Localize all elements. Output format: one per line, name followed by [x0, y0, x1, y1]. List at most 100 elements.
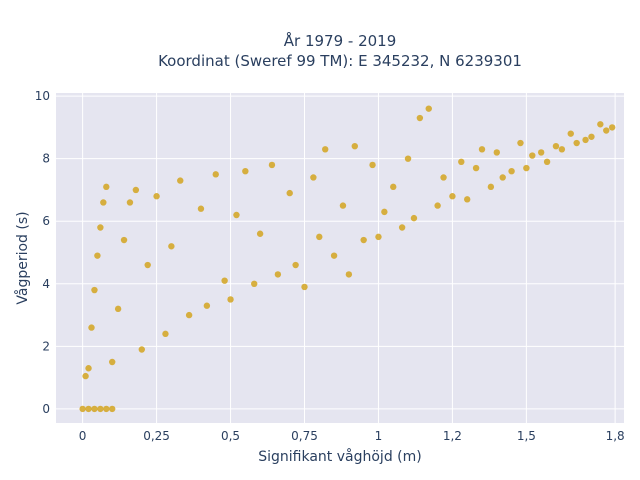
scatter-point [351, 142, 358, 150]
x-tick-label: 1 [375, 429, 383, 443]
scatter-point [286, 189, 293, 197]
x-axis-title: Signifikant våghöjd (m) [258, 448, 421, 465]
scatter-point [434, 202, 441, 209]
scatter-point [410, 214, 418, 222]
scatter-point [126, 199, 134, 206]
scatter-point [330, 252, 338, 259]
scatter-point [478, 146, 486, 153]
scatter-point [567, 130, 574, 137]
y-tick-label: 4 [42, 277, 50, 291]
y-tick-label: 10 [35, 89, 50, 103]
scatter-point [493, 149, 500, 156]
scatter-point [233, 211, 240, 219]
scatter-point [97, 405, 104, 413]
scatter-point [573, 139, 580, 147]
scatter-point [301, 283, 308, 291]
scatter-point [390, 183, 397, 191]
x-tick-label: 0,25 [143, 429, 170, 443]
scatter-point [203, 302, 211, 309]
scatter-point [404, 155, 412, 162]
scatter-point [458, 158, 465, 166]
scatter-point [221, 277, 228, 284]
scatter-point [120, 236, 128, 244]
scatter-point [339, 202, 347, 209]
scatter-point [316, 233, 323, 241]
scatter-point [109, 358, 116, 366]
scatter-point [197, 205, 205, 212]
scatter-point [472, 164, 480, 172]
scatter-point [582, 136, 589, 144]
scatter-point [88, 324, 95, 331]
chart-title-line2: Koordinat (Sweref 99 TM): E 345232, N 62… [158, 52, 522, 70]
scatter-point [268, 161, 276, 169]
scatter-point [85, 405, 92, 413]
x-tick-labels: 0 0,25 0,5 0,75 1 1,2 1,5 1,8 [79, 429, 625, 443]
scatter-point [162, 330, 169, 338]
scatter-point [464, 196, 471, 203]
scatter-point [603, 127, 610, 134]
scatter-point [369, 161, 376, 169]
x-tick-label: 1,8 [606, 429, 625, 443]
scatter-point [558, 146, 566, 153]
y-tick-label: 2 [42, 339, 50, 353]
y-tick-labels: 0 2 4 6 8 10 [35, 89, 50, 416]
scatter-point [168, 243, 175, 250]
scatter-point [274, 271, 282, 278]
scatter-point [177, 177, 184, 184]
scatter-point [153, 193, 160, 200]
scatter-point [94, 252, 101, 259]
scatter-point [100, 199, 107, 206]
scatter-point [227, 296, 234, 303]
scatter-point [440, 174, 447, 181]
x-tick-label: 1,5 [517, 429, 536, 443]
scatter-point [588, 133, 595, 140]
scatter-point [256, 230, 264, 237]
scatter-point [97, 224, 104, 231]
scatter-point [608, 124, 616, 131]
scatter-point [360, 236, 367, 244]
scatter-points [79, 105, 616, 413]
scatter-point [132, 186, 140, 194]
chart-title-line1: År 1979 - 2019 [284, 31, 397, 50]
scatter-point [529, 152, 536, 159]
scatter-point [82, 372, 89, 380]
scatter-point [543, 158, 551, 166]
scatter-point [499, 174, 506, 181]
scatter-point [416, 114, 424, 122]
scatter-point [517, 139, 524, 147]
scatter-point [103, 405, 110, 413]
scatter-point [103, 183, 110, 191]
scatter-point [185, 311, 193, 319]
scatter-point [552, 142, 560, 150]
scatter-point [345, 271, 353, 278]
x-tick-label: 0,75 [291, 429, 318, 443]
grid-lines [56, 93, 624, 423]
scatter-point [449, 193, 456, 200]
x-tick-label: 0,5 [221, 429, 240, 443]
scatter-point [310, 174, 317, 181]
scatter-point [242, 167, 249, 175]
scatter-point [144, 261, 151, 269]
scatter-point [487, 183, 495, 191]
scatter-point [91, 286, 98, 294]
scatter-point [425, 105, 432, 112]
y-tick-label: 6 [42, 214, 50, 228]
scatter-point [212, 171, 219, 178]
scatter-point [292, 261, 299, 269]
scatter-point [91, 405, 98, 413]
scatter-point [537, 149, 545, 156]
y-axis-title: Vågperiod (s) [14, 211, 31, 304]
y-tick-label: 8 [42, 152, 50, 166]
scatter-point [322, 146, 329, 153]
x-tick-label: 1,2 [443, 429, 462, 443]
scatter-point [508, 167, 515, 175]
plot-area [56, 93, 624, 423]
scatter-point [138, 346, 145, 353]
scatter-point [523, 164, 530, 172]
scatter-point [381, 208, 388, 216]
scatter-point [251, 280, 258, 288]
scatter-point [109, 405, 116, 413]
x-tick-label: 0 [79, 429, 87, 443]
scatter-point [114, 305, 122, 313]
